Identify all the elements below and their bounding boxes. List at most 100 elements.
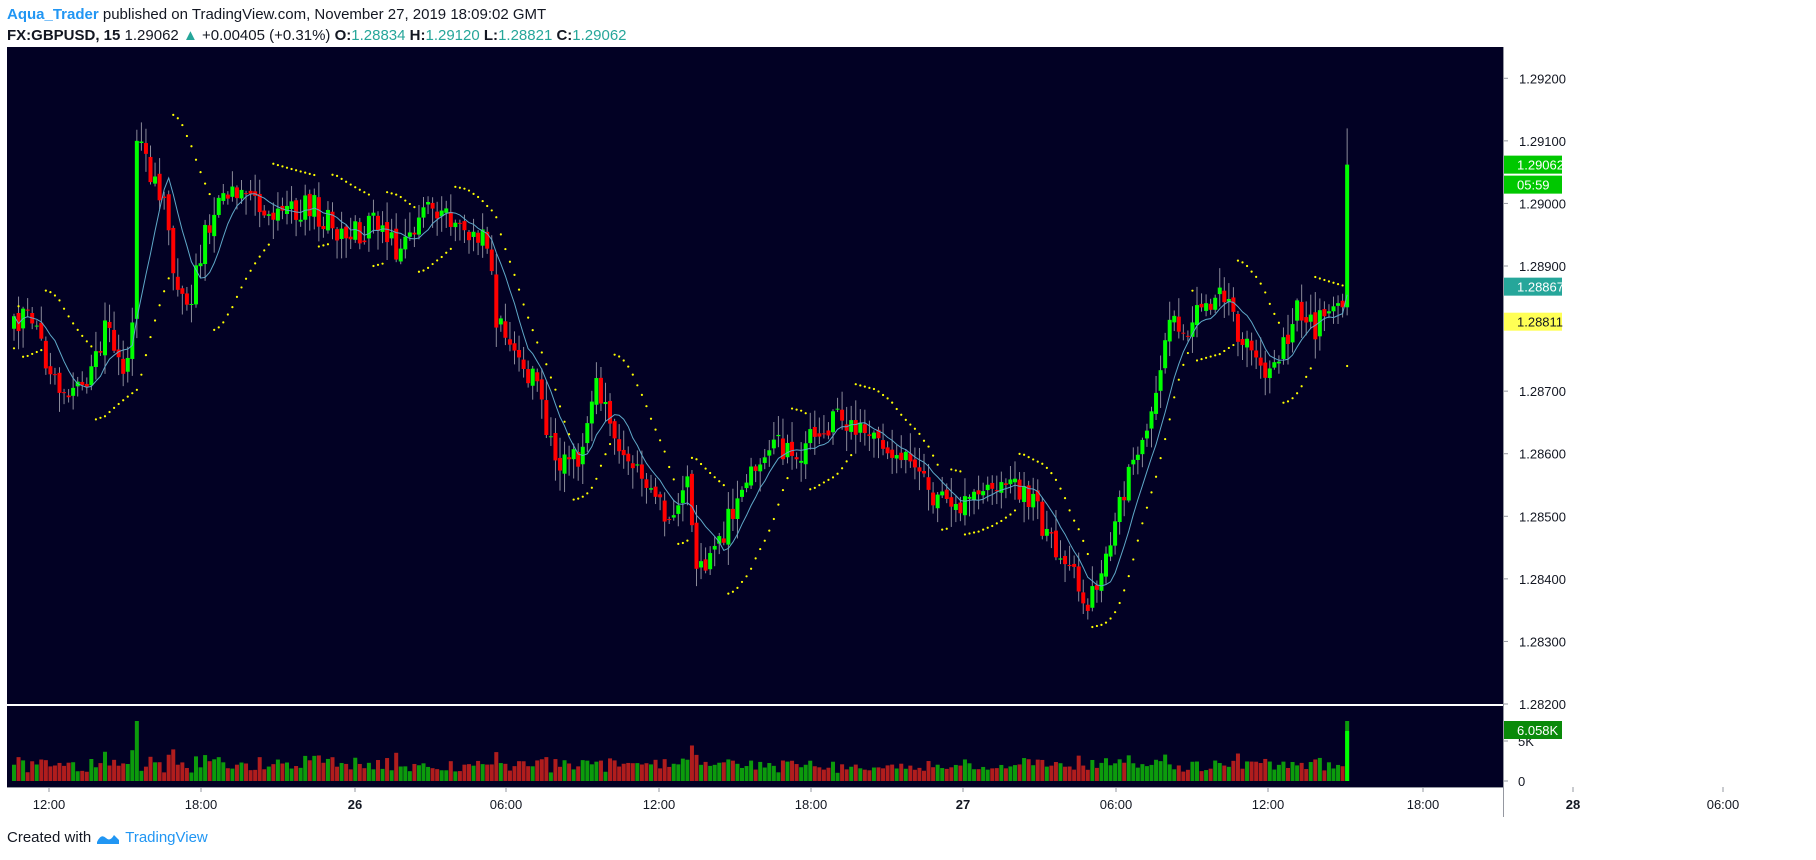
sar-dot bbox=[972, 531, 976, 534]
candle-body bbox=[1272, 362, 1277, 368]
sar-dot bbox=[22, 355, 25, 358]
candle-body bbox=[485, 231, 490, 249]
volume-bar bbox=[62, 765, 67, 781]
sar-dot bbox=[1141, 522, 1144, 525]
volume-bar bbox=[580, 760, 585, 781]
volume-bar bbox=[735, 763, 740, 781]
change-value: +0.00405 (+0.31%) bbox=[201, 27, 331, 44]
candle-body bbox=[344, 226, 349, 239]
volume-bar bbox=[1017, 764, 1022, 781]
candle-body bbox=[1204, 303, 1209, 311]
ma-value-tag-text: 1.28867 bbox=[1517, 280, 1564, 295]
candle-body bbox=[776, 434, 781, 437]
volume-bar bbox=[380, 768, 385, 781]
candle-body bbox=[153, 176, 158, 184]
sar-dot bbox=[1004, 516, 1008, 519]
candle-body bbox=[826, 430, 831, 436]
sar-dot bbox=[1205, 356, 1208, 359]
volume-bar bbox=[935, 764, 940, 781]
tradingview-link[interactable]: TradingView bbox=[125, 829, 208, 846]
author-link[interactable]: Aqua_Trader bbox=[7, 6, 99, 23]
candle-body bbox=[962, 496, 967, 516]
sar-dot bbox=[631, 373, 634, 376]
candle-body bbox=[157, 173, 162, 201]
volume-bar bbox=[316, 755, 321, 781]
candle-body bbox=[1099, 573, 1104, 591]
sar-dot bbox=[895, 407, 898, 411]
candle-body bbox=[148, 156, 153, 183]
candle-body bbox=[1322, 309, 1327, 317]
volume-bar bbox=[57, 762, 62, 781]
sar-dot bbox=[777, 503, 780, 506]
volume-bar bbox=[43, 760, 48, 781]
candle-body bbox=[116, 349, 121, 358]
candle-body bbox=[894, 455, 899, 459]
symbol-label[interactable]: FX:GBPUSD, 15 bbox=[7, 27, 121, 44]
candle-body bbox=[517, 349, 522, 358]
candle-body bbox=[480, 229, 485, 246]
sar-dot bbox=[872, 387, 876, 391]
candle-body bbox=[403, 236, 408, 250]
ma-value-tag-bg bbox=[1504, 277, 1562, 296]
sar-dot bbox=[827, 478, 830, 481]
sar-dot bbox=[363, 191, 366, 194]
candle-body bbox=[662, 500, 667, 522]
volume-bar bbox=[730, 760, 735, 781]
candle-body bbox=[721, 538, 726, 543]
candle-body bbox=[972, 491, 977, 500]
sar-dot bbox=[1104, 621, 1108, 624]
sar-dot bbox=[76, 328, 79, 331]
candle-body bbox=[981, 491, 986, 496]
sar-dot bbox=[1027, 456, 1030, 459]
volume-bar bbox=[1290, 761, 1295, 781]
candle-body bbox=[266, 214, 271, 216]
sar-dot bbox=[290, 167, 293, 171]
candle-body bbox=[853, 420, 858, 435]
time-tick-label: 06:00 bbox=[1100, 797, 1133, 812]
volume-bar bbox=[285, 762, 289, 781]
candle-body bbox=[1094, 584, 1099, 590]
sar-dot bbox=[586, 492, 589, 495]
volume-bar bbox=[1331, 768, 1336, 781]
sar-dot bbox=[590, 486, 593, 489]
sar-dot bbox=[954, 469, 957, 472]
volume-bar bbox=[539, 759, 544, 781]
sar-dot bbox=[313, 173, 316, 177]
sar-dot bbox=[1063, 497, 1067, 500]
candle-body bbox=[385, 222, 390, 243]
tradingview-logo-icon[interactable] bbox=[95, 830, 121, 846]
sar-dot bbox=[254, 262, 257, 265]
sar-dot bbox=[722, 484, 725, 487]
up-arrow-icon: ▲ bbox=[182, 27, 198, 44]
volume-bar bbox=[985, 769, 990, 781]
candle-body bbox=[462, 221, 467, 231]
volume-bar bbox=[721, 762, 726, 781]
sar-dot bbox=[1214, 354, 1217, 357]
sar-dot bbox=[800, 409, 803, 412]
sar-dot bbox=[554, 388, 557, 391]
time-tick-label: 28 bbox=[1566, 797, 1580, 812]
volume-bar bbox=[1213, 760, 1218, 781]
candle-body bbox=[689, 473, 694, 526]
candle-body bbox=[25, 309, 30, 311]
candle-body bbox=[1304, 317, 1309, 323]
candle-body bbox=[749, 466, 754, 486]
candle-body bbox=[1254, 350, 1259, 358]
volume-bar bbox=[812, 766, 817, 781]
sar-dot bbox=[176, 117, 179, 120]
volume-bar bbox=[1258, 763, 1263, 781]
candle-body bbox=[1195, 305, 1199, 326]
volume-bar bbox=[594, 761, 599, 781]
candle-body bbox=[1245, 338, 1250, 348]
sar-dot bbox=[395, 193, 398, 196]
candle-body bbox=[498, 318, 503, 325]
volume-bar bbox=[153, 762, 158, 781]
volume-bar bbox=[512, 766, 517, 781]
sar-dot bbox=[204, 182, 207, 185]
sar-dot bbox=[190, 145, 193, 148]
volume-bar bbox=[462, 764, 467, 781]
sar-dot bbox=[991, 524, 994, 528]
volume-bar bbox=[972, 769, 977, 781]
volume-bar-current bbox=[1345, 731, 1350, 781]
